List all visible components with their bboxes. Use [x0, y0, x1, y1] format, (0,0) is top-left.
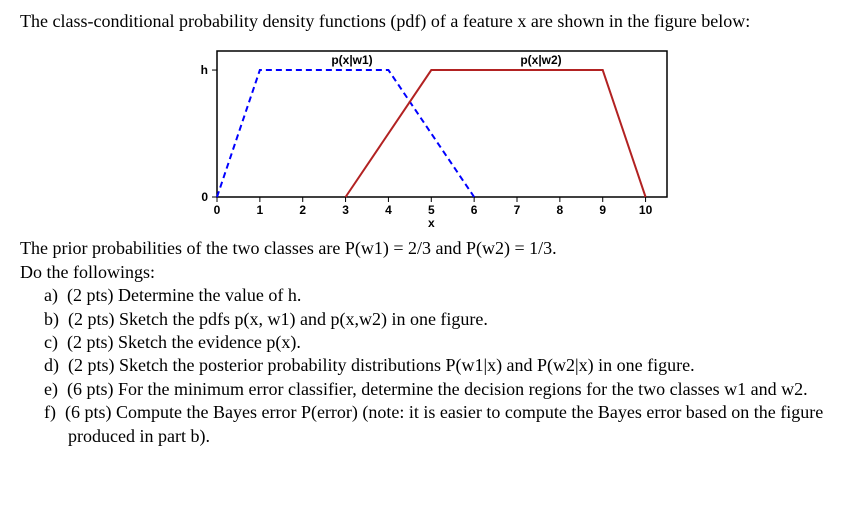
intro-text: The class-conditional probability densit… — [20, 10, 837, 33]
svg-text:x: x — [427, 216, 434, 230]
svg-text:3: 3 — [342, 203, 349, 217]
priors-text: The prior probabilities of the two class… — [20, 237, 837, 260]
svg-text:4: 4 — [385, 203, 392, 217]
part-f-label: f) — [44, 402, 56, 422]
part-c-text: (2 pts) Sketch the evidence p(x). — [67, 332, 301, 352]
part-a: a) (2 pts) Determine the value of h. — [44, 284, 837, 307]
part-a-text: (2 pts) Determine the value of h. — [67, 285, 301, 305]
part-b: b) (2 pts) Sketch the pdfs p(x, w1) and … — [44, 308, 837, 331]
svg-text:p(x|w1): p(x|w1) — [331, 53, 372, 67]
part-f-text: (6 pts) Compute the Bayes error P(error)… — [65, 402, 823, 445]
part-a-label: a) — [44, 285, 58, 305]
part-d-label: d) — [44, 355, 59, 375]
svg-text:2: 2 — [299, 203, 306, 217]
part-e-text: (6 pts) For the minimum error classifier… — [67, 379, 808, 399]
svg-text:1: 1 — [256, 203, 263, 217]
svg-text:0: 0 — [201, 190, 208, 204]
part-e-label: e) — [44, 379, 58, 399]
part-d-text: (2 pts) Sketch the posterior probability… — [68, 355, 695, 375]
part-c-label: c) — [44, 332, 58, 352]
svg-text:h: h — [200, 63, 207, 77]
part-f: f) (6 pts) Compute the Bayes error P(err… — [44, 401, 837, 448]
svg-text:0: 0 — [213, 203, 220, 217]
parts-list: a) (2 pts) Determine the value of h. b) … — [20, 284, 837, 448]
part-b-label: b) — [44, 309, 59, 329]
part-d: d) (2 pts) Sketch the posterior probabil… — [44, 354, 837, 377]
part-e: e) (6 pts) For the minimum error classif… — [44, 378, 837, 401]
svg-text:9: 9 — [599, 203, 606, 217]
svg-text:8: 8 — [556, 203, 563, 217]
svg-text:6: 6 — [470, 203, 477, 217]
do-line: Do the followings: — [20, 261, 837, 284]
chart-container: 0 1 2 3 4 5 6 7 8 9 10 x 0 h p(x|w1) p(x|w2) — [20, 41, 837, 231]
svg-text:10: 10 — [638, 203, 652, 217]
part-c: c) (2 pts) Sketch the evidence p(x). — [44, 331, 837, 354]
svg-text:7: 7 — [513, 203, 520, 217]
pdf-chart: 0 1 2 3 4 5 6 7 8 9 10 x 0 h p(x|w1) p(x|w2) — [179, 41, 679, 231]
svg-text:p(x|w2): p(x|w2) — [520, 53, 561, 67]
part-b-text: (2 pts) Sketch the pdfs p(x, w1) and p(x… — [68, 309, 488, 329]
svg-text:5: 5 — [427, 203, 434, 217]
